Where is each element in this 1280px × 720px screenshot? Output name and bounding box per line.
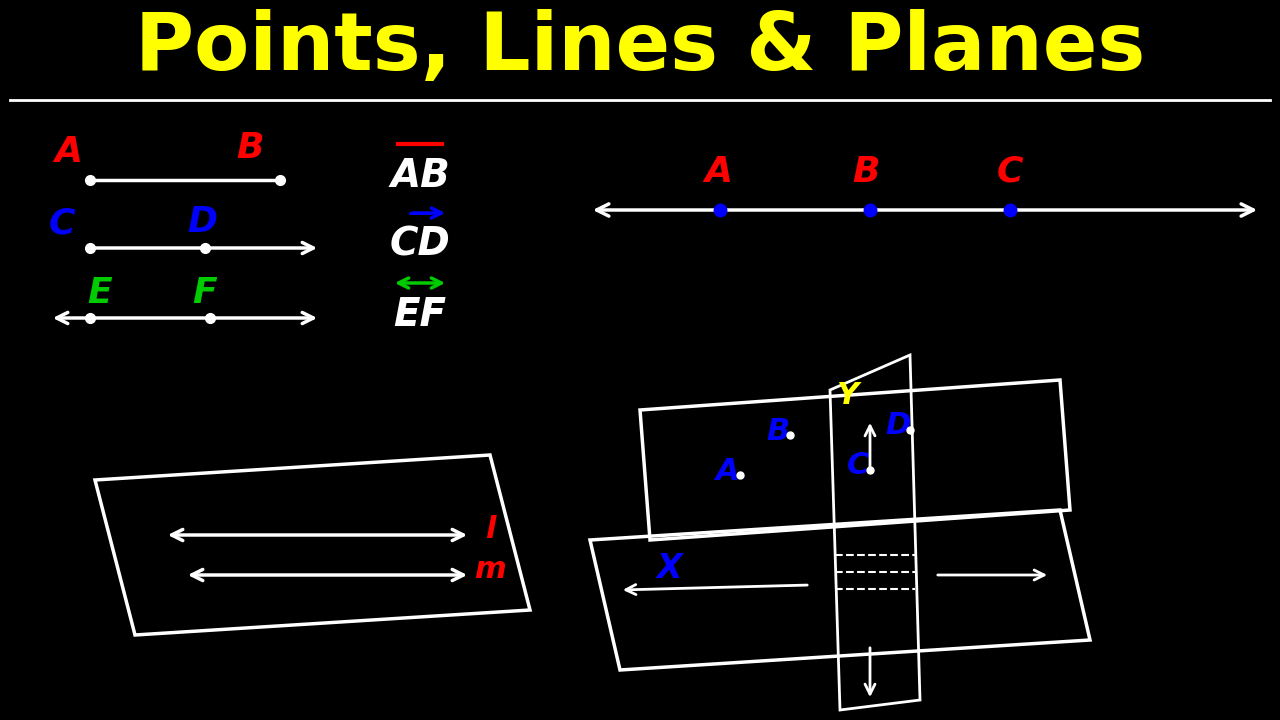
Text: Y: Y [836,380,858,410]
Text: B: B [237,131,264,165]
Text: Points, Lines & Planes: Points, Lines & Planes [134,9,1146,87]
Text: B: B [767,416,790,446]
Text: AB: AB [390,157,449,195]
Text: C: C [847,451,869,480]
Text: A: A [54,135,82,169]
Text: l: l [485,516,495,544]
Text: X: X [657,552,682,585]
Text: F: F [193,276,218,310]
Text: C: C [49,207,76,241]
Text: D: D [886,412,910,441]
Text: EF: EF [393,296,447,334]
Text: B: B [852,155,879,189]
Text: m: m [474,556,506,585]
Text: CD: CD [389,226,451,264]
Text: E: E [88,276,113,310]
Text: C: C [997,155,1023,189]
Text: A: A [717,456,740,485]
Text: D: D [187,205,218,239]
Text: A: A [704,155,732,189]
